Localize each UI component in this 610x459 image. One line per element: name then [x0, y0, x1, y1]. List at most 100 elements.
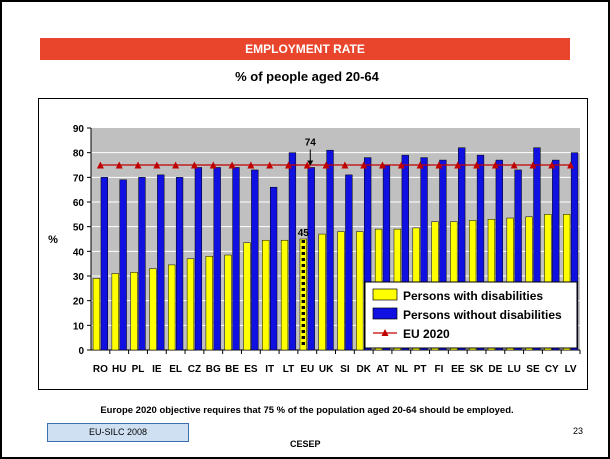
x-tick-label: EL	[169, 364, 182, 375]
legend-box	[364, 281, 578, 349]
x-tick-label: PL	[132, 364, 145, 375]
bar-with-disabilities	[262, 239, 270, 351]
x-tick-label: BE	[225, 364, 239, 375]
bar-without-disabilities	[514, 169, 522, 351]
bar-without-disabilities	[232, 167, 240, 351]
eu2020-marker	[96, 161, 104, 169]
bar-with-disabilities	[111, 273, 119, 351]
eu-bar-stripe	[301, 324, 306, 327]
x-tick-label: FI	[434, 364, 443, 375]
x-tick-label: DE	[488, 364, 502, 375]
x-tick-label: HU	[112, 364, 126, 375]
source-label: EU-SILC 2008	[47, 423, 189, 442]
bar-without-disabilities	[552, 159, 560, 351]
eu2020-marker	[228, 161, 236, 169]
legend-swatch	[372, 288, 398, 301]
bar-with-disabilities	[337, 231, 345, 351]
bar-without-disabilities	[420, 157, 428, 351]
x-tick-label: DK	[356, 364, 371, 375]
eu2020-marker	[266, 161, 274, 169]
y-tick-label: 70	[73, 173, 85, 184]
x-tick-label: EE	[451, 364, 465, 375]
legend-swatch	[372, 307, 398, 320]
legend-label: EU 2020	[403, 327, 450, 341]
eu-bar-stripe	[301, 276, 306, 279]
x-tick-label: LU	[508, 364, 521, 375]
eu-bar-stripe	[301, 300, 306, 303]
y-axis-label: %	[48, 234, 58, 246]
bar-without-disabilities	[533, 147, 541, 351]
eu-bar-stripe	[301, 270, 306, 273]
eu2020-marker	[454, 161, 462, 169]
bar-with-disabilities	[92, 278, 101, 351]
bar-without-disabilities	[345, 174, 353, 351]
eu2020-marker	[548, 161, 556, 169]
bar-with-disabilities	[243, 242, 251, 351]
eu2020-marker	[567, 161, 575, 169]
y-tick-label: 50	[73, 223, 85, 234]
x-tick-label: IE	[152, 364, 162, 375]
bar-with-disabilities	[168, 264, 176, 351]
eu2020-marker	[134, 161, 142, 169]
bar-without-disabilities	[401, 154, 409, 351]
eu-bar-stripe	[301, 240, 306, 243]
y-tick-label: 20	[73, 297, 85, 308]
eu2020-marker	[416, 161, 424, 169]
eu2020-marker	[435, 161, 443, 169]
eu-bar-stripe	[301, 246, 306, 249]
eu2020-marker	[510, 161, 518, 169]
eu-bar-stripe	[301, 264, 306, 267]
eu-bar-stripe	[301, 294, 306, 297]
bar-without-disabilities	[269, 186, 278, 351]
annotation-label: 45	[298, 228, 310, 239]
eu2020-marker	[153, 161, 161, 169]
eu2020-marker	[341, 161, 349, 169]
chart-frame: 0 10 20 30 40 50 60 70 80 90% RO HU PL IE EL CZ BG BE ES IT…	[38, 98, 588, 390]
slide-title: EMPLOYMENT RATE	[40, 38, 570, 60]
bar-with-disabilities	[318, 233, 326, 351]
y-tick-label: 60	[73, 198, 85, 209]
x-tick-label: LT	[283, 364, 294, 375]
bar-without-disabilities	[439, 159, 447, 351]
bar-without-disabilities	[495, 159, 503, 351]
bar-without-disabilities	[251, 169, 259, 351]
eu2020-marker	[529, 161, 537, 169]
page-number: 23	[573, 426, 584, 436]
bar-without-disabilities	[157, 174, 165, 351]
bar-with-disabilities	[224, 254, 232, 351]
eu2020-marker	[190, 161, 198, 169]
x-tick-label: CY	[545, 364, 559, 375]
annotation-label: 74	[305, 137, 317, 148]
eu2020-marker	[360, 161, 368, 169]
footer-note: Europe 2020 objective requires that 75 %…	[100, 405, 514, 416]
eu-bar-stripe	[301, 282, 306, 285]
y-tick-label: 10	[73, 321, 85, 332]
annotation-arrowhead	[307, 160, 314, 166]
x-tick-label: BG	[206, 364, 221, 375]
eu2020-marker	[115, 161, 123, 169]
x-tick-label: CZ	[188, 364, 201, 375]
eu-bar-stripe	[301, 288, 306, 291]
x-tick-label: SK	[470, 364, 485, 375]
bar-without-disabilities	[458, 147, 466, 351]
eu2020-marker	[322, 161, 330, 169]
bar-without-disabilities	[175, 177, 184, 351]
bar-without-disabilities	[138, 177, 146, 351]
bar-with-disabilities	[130, 272, 138, 351]
eu-bar-stripe	[301, 342, 306, 345]
eu2020-marker	[209, 161, 217, 169]
x-tick-label: SI	[340, 364, 350, 375]
bar-without-disabilities	[119, 179, 127, 351]
bar-without-disabilities	[288, 152, 297, 351]
eu-bar-stripe	[301, 318, 306, 321]
y-tick-label: 90	[73, 124, 85, 135]
bar-with-disabilities	[149, 268, 157, 351]
y-tick-label: 0	[78, 346, 84, 357]
eu-bar-stripe	[301, 312, 306, 315]
bar-without-disabilities	[570, 152, 579, 351]
y-tick-label: 30	[73, 272, 85, 283]
x-tick-label: LV	[565, 364, 577, 375]
y-tick-label: 80	[73, 149, 85, 160]
bar-without-disabilities	[307, 167, 315, 351]
x-tick-label: RO	[93, 364, 108, 375]
